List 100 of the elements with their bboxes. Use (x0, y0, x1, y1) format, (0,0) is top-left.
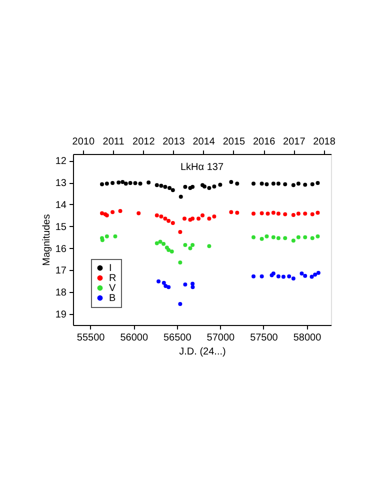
point (104, 182, 109, 186)
point (154, 241, 159, 246)
x2-tick-label: 2012 (132, 136, 156, 148)
point (118, 209, 122, 213)
x2-tick-label: 2014 (192, 136, 216, 148)
point (310, 212, 314, 216)
point (260, 211, 264, 216)
point (276, 274, 280, 278)
point (271, 182, 276, 186)
point (159, 214, 164, 218)
point (252, 212, 256, 216)
point (264, 182, 269, 186)
point (264, 234, 269, 238)
x2-tick-label: 2013 (162, 136, 186, 148)
point (271, 235, 276, 240)
x2-tick-label: 2016 (252, 136, 276, 148)
point (310, 236, 314, 240)
point (188, 246, 192, 250)
legend-label: B (109, 293, 116, 304)
y-tick-label: 18 (55, 288, 67, 299)
point (156, 279, 161, 284)
point (276, 236, 280, 240)
point (158, 240, 162, 244)
point (190, 285, 195, 290)
x-axis-title: J.D. (24...) (179, 346, 226, 358)
x-tick-label: 56500 (163, 332, 192, 344)
point (128, 180, 132, 185)
y-tick-label: 15 (55, 222, 67, 233)
point (170, 188, 175, 192)
point (266, 212, 270, 216)
point (303, 235, 308, 240)
point (110, 210, 115, 214)
point (178, 260, 182, 265)
point (235, 182, 240, 186)
point (291, 183, 296, 188)
point (113, 234, 118, 238)
point (146, 180, 151, 184)
point (310, 182, 314, 186)
point (163, 184, 168, 189)
point (283, 182, 288, 186)
point (316, 180, 320, 185)
point (260, 236, 264, 241)
point (196, 216, 201, 221)
point (287, 274, 292, 278)
y-axis-title: Magnitudes (41, 214, 52, 266)
point (138, 182, 142, 186)
point (316, 234, 320, 238)
point (190, 184, 195, 189)
point (162, 242, 166, 246)
point (291, 238, 296, 243)
point (296, 235, 300, 240)
x-tick-label: 56000 (120, 332, 148, 344)
point (100, 211, 104, 216)
point (190, 282, 195, 286)
x2-tick-label: 2018 (313, 136, 336, 148)
point (104, 234, 109, 238)
point (252, 274, 256, 278)
point (207, 216, 212, 221)
point (168, 186, 172, 190)
y-tick-label: 16 (55, 244, 67, 255)
point (190, 216, 195, 221)
point (303, 182, 308, 187)
point (291, 212, 296, 217)
point (178, 302, 182, 306)
x-tick-label: 55500 (76, 332, 106, 344)
point (162, 280, 166, 285)
point (120, 180, 125, 184)
point (133, 181, 138, 186)
x2-tick-label: 2011 (102, 136, 125, 148)
y-tick-label: 17 (55, 266, 67, 277)
legend-label: R (109, 273, 116, 284)
point (316, 210, 320, 215)
point (154, 213, 159, 218)
point (124, 182, 128, 186)
x2-tick-label: 2017 (283, 136, 306, 148)
point (207, 244, 212, 248)
y-tick-label: 14 (55, 200, 67, 211)
point (276, 182, 280, 186)
point (229, 180, 234, 184)
legend-label: I (109, 263, 112, 274)
point (154, 183, 159, 188)
point (313, 272, 318, 277)
point (303, 274, 308, 278)
point (183, 184, 188, 189)
point (182, 216, 187, 221)
point (159, 184, 164, 188)
point (316, 270, 320, 275)
point (252, 182, 256, 186)
point (252, 235, 256, 240)
point (296, 182, 300, 186)
point (166, 218, 171, 223)
point (291, 276, 296, 281)
point (207, 186, 212, 190)
point (271, 210, 276, 215)
point (136, 211, 141, 216)
x2-tick-label: 2015 (222, 136, 246, 148)
point (183, 242, 188, 247)
point (283, 212, 288, 216)
x-tick-label: 58000 (293, 332, 322, 344)
point (281, 274, 286, 279)
